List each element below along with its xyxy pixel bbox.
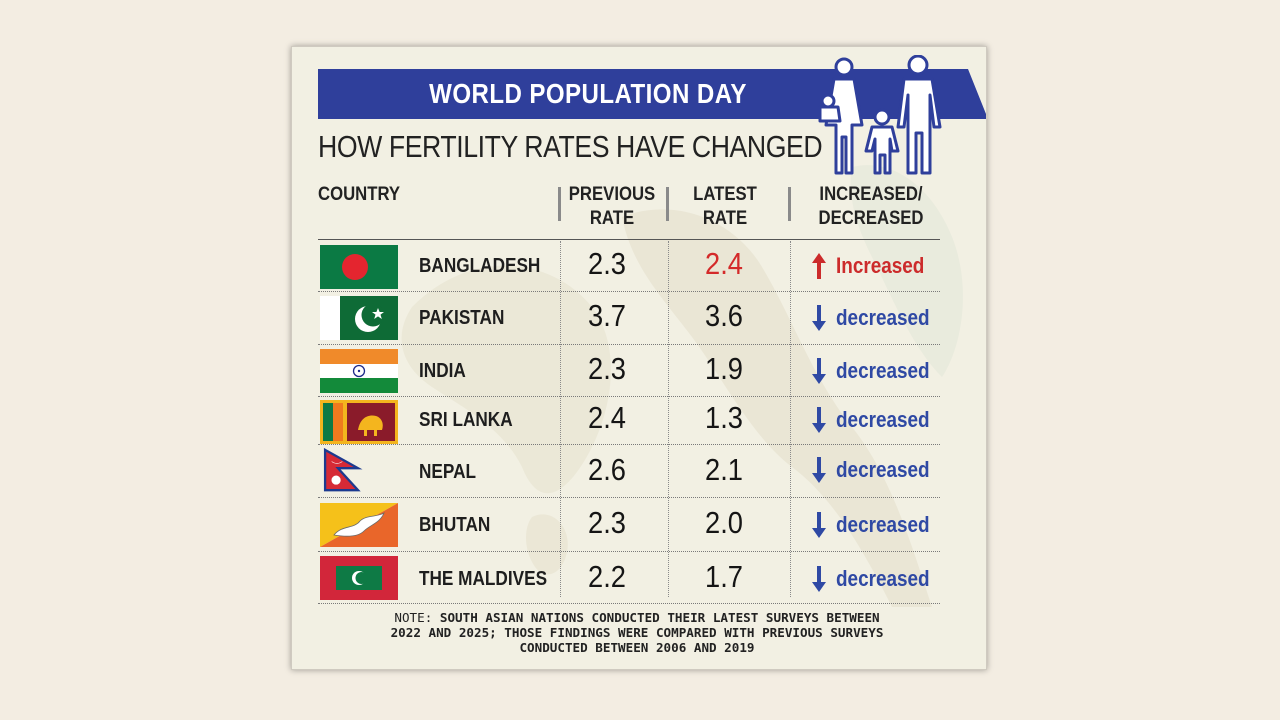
- change-indicator: decreased: [810, 405, 945, 435]
- previous-rate: 2.2: [588, 559, 626, 594]
- change-label: decreased: [836, 457, 930, 482]
- footnote-text2: 2022 AND 2025; THOSE FINDINGS WERE COMPA…: [390, 625, 884, 640]
- footnote-label: NOTE:: [394, 610, 433, 625]
- country-name: NEPAL: [419, 461, 477, 483]
- footnote-line1: NOTE: SOUTH ASIAN NATIONS CONDUCTED THEI…: [322, 610, 952, 625]
- previous-rate: 2.6: [588, 452, 626, 487]
- latest-rate: 2.4: [705, 246, 743, 281]
- footnote-line2: 2022 AND 2025; THOSE FINDINGS WERE COMPA…: [322, 625, 952, 640]
- row-divider: [318, 396, 940, 397]
- latest-rate: 2.1: [705, 452, 743, 487]
- previous-rate: 2.3: [588, 246, 626, 281]
- country-name: INDIA: [419, 360, 466, 382]
- latest-rate: 1.7: [705, 559, 743, 594]
- bhutan-flag: [320, 503, 398, 547]
- change-label: decreased: [836, 407, 930, 432]
- banner-title: WORLD POPULATION DAY: [429, 78, 747, 109]
- header-previous-line2: RATE: [589, 208, 635, 229]
- change-label: decreased: [836, 305, 930, 330]
- country-name: SRI LANKA: [419, 409, 513, 431]
- arrow-down-icon: [812, 566, 826, 592]
- latest-rate: 1.3: [705, 400, 743, 435]
- header-change: INCREASED/ DECREASED: [815, 183, 928, 231]
- row-divider: [318, 344, 940, 345]
- family-illustration-icon: [818, 55, 942, 175]
- change-label: decreased: [836, 512, 930, 537]
- header-separator: [558, 187, 561, 221]
- column-divider: [560, 241, 561, 597]
- change-label: decreased: [836, 358, 930, 383]
- change-indicator: Increased: [810, 251, 939, 281]
- arrow-up-icon: [812, 253, 826, 279]
- previous-rate: 2.3: [588, 351, 626, 386]
- column-divider: [790, 241, 791, 597]
- header-country: COUNTRY: [318, 184, 401, 205]
- header-change-line2: DECREASED: [818, 208, 924, 229]
- change-indicator: decreased: [810, 303, 945, 333]
- arrow-down-icon: [812, 407, 826, 433]
- nepal-flag: [323, 448, 363, 492]
- row-divider: [318, 291, 940, 292]
- previous-rate: 3.7: [588, 298, 626, 333]
- column-divider: [668, 241, 669, 597]
- change-indicator: decreased: [810, 356, 945, 386]
- country-name: PAKISTAN: [419, 307, 505, 329]
- header-rule: [318, 239, 940, 240]
- change-indicator: decreased: [810, 564, 945, 594]
- previous-rate: 2.3: [588, 505, 626, 540]
- row-divider: [318, 497, 940, 498]
- change-label: Increased: [836, 253, 925, 278]
- footnote-text3: CONDUCTED BETWEEN 2006 AND 2019: [519, 640, 755, 655]
- header-separator: [666, 187, 669, 221]
- footnote-line3: CONDUCTED BETWEEN 2006 AND 2019: [322, 640, 952, 655]
- header-latest-line2: RATE: [702, 208, 748, 229]
- country-name: BHUTAN: [419, 514, 491, 536]
- change-indicator: decreased: [810, 510, 945, 540]
- header-latest-rate: LATEST RATE: [681, 183, 769, 231]
- header-previous-rate: PREVIOUS RATE: [568, 183, 656, 231]
- header-separator: [788, 187, 791, 221]
- header-previous-line1: PREVIOUS: [568, 184, 656, 205]
- country-name: THE MALDIVES: [419, 568, 548, 590]
- latest-rate: 1.9: [705, 351, 743, 386]
- subtitle: HOW FERTILITY RATES HAVE CHANGED: [318, 129, 823, 164]
- change-label: decreased: [836, 566, 930, 591]
- bangladesh-flag: [320, 245, 398, 289]
- footnote-text1: SOUTH ASIAN NATIONS CONDUCTED THEIR LATE…: [439, 610, 880, 625]
- infographic-card: WORLD POPULATION DAY HOW FERTILITY RATES…: [291, 46, 987, 670]
- change-indicator: decreased: [810, 455, 945, 485]
- previous-rate: 2.4: [588, 400, 626, 435]
- footnote: NOTE: SOUTH ASIAN NATIONS CONDUCTED THEI…: [322, 610, 952, 655]
- latest-rate: 2.0: [705, 505, 743, 540]
- row-divider: [318, 551, 940, 552]
- maldives-flag: [320, 556, 398, 600]
- country-name: BANGLADESH: [419, 255, 541, 277]
- row-divider: [318, 444, 940, 445]
- row-divider: [318, 603, 940, 604]
- arrow-down-icon: [812, 305, 826, 331]
- india-flag: [320, 349, 398, 393]
- pakistan-flag: [320, 296, 398, 340]
- latest-rate: 3.6: [705, 298, 743, 333]
- sri-lanka-flag: [320, 400, 398, 444]
- arrow-down-icon: [812, 457, 826, 483]
- arrow-down-icon: [812, 358, 826, 384]
- header-latest-line1: LATEST: [693, 184, 757, 205]
- south-asia-map-background: [401, 165, 963, 607]
- arrow-down-icon: [812, 512, 826, 538]
- header-change-line1: INCREASED/: [819, 184, 923, 205]
